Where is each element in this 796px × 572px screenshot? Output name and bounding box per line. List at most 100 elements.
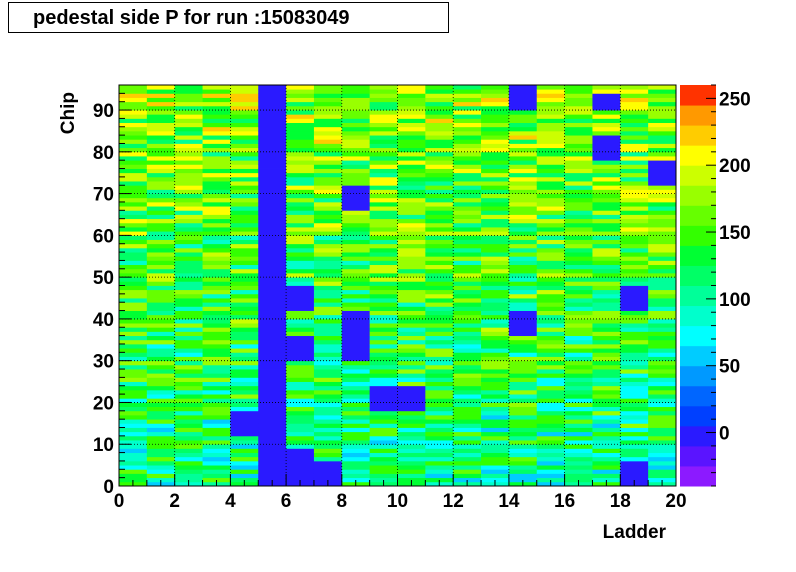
heatmap-cell bbox=[313, 406, 343, 412]
heatmap-cell bbox=[286, 323, 315, 328]
colorbar-band bbox=[680, 205, 716, 226]
heatmap-cell bbox=[174, 410, 203, 416]
heatmap-cell bbox=[286, 373, 315, 378]
heatmap-cell bbox=[648, 460, 677, 466]
heatmap-cell bbox=[369, 243, 398, 249]
heatmap-cell bbox=[174, 444, 203, 449]
heatmap-cell bbox=[453, 105, 482, 111]
heatmap-cell bbox=[453, 139, 482, 144]
heatmap-cell bbox=[341, 465, 371, 470]
heatmap-cell bbox=[620, 130, 649, 136]
heatmap-cell bbox=[258, 465, 287, 470]
heatmap-cell bbox=[230, 281, 259, 286]
heatmap-cell bbox=[119, 105, 148, 111]
heatmap-cell bbox=[592, 252, 621, 257]
heatmap-cell bbox=[508, 130, 538, 136]
heatmap-cell bbox=[564, 235, 593, 240]
colorbar-band bbox=[680, 105, 716, 126]
heatmap-cell bbox=[286, 293, 315, 299]
heatmap-cell bbox=[202, 310, 231, 316]
heatmap-cell bbox=[258, 181, 287, 186]
heatmap-cell bbox=[258, 327, 287, 332]
heatmap-cell bbox=[536, 151, 565, 157]
heatmap-cell bbox=[230, 160, 259, 165]
heatmap-cell bbox=[286, 110, 315, 115]
heatmap-cell bbox=[286, 210, 315, 215]
heatmap-cell bbox=[564, 473, 593, 479]
heatmap-cell bbox=[620, 448, 649, 453]
heatmap-cell bbox=[174, 193, 203, 199]
heatmap-cell bbox=[397, 85, 426, 90]
heatmap-cell bbox=[313, 185, 343, 190]
heatmap-cell bbox=[230, 452, 259, 458]
heatmap-cell bbox=[230, 302, 259, 307]
heatmap-cell bbox=[286, 227, 315, 232]
heatmap-cell bbox=[146, 176, 176, 182]
heatmap-cell bbox=[174, 147, 203, 153]
heatmap-cell bbox=[258, 389, 287, 395]
heatmap-cell bbox=[536, 381, 565, 387]
heatmap-cell bbox=[508, 143, 538, 149]
heatmap-cell bbox=[648, 444, 677, 449]
heatmap-cell bbox=[258, 135, 287, 140]
heatmap-cell bbox=[481, 201, 510, 207]
heatmap-cell bbox=[481, 419, 510, 424]
heatmap-cell bbox=[202, 268, 231, 274]
heatmap-cell bbox=[536, 323, 565, 328]
heatmap-cell bbox=[174, 339, 203, 345]
heatmap-cell bbox=[564, 323, 593, 328]
heatmap-cell bbox=[258, 156, 287, 161]
colorbar-band bbox=[680, 465, 716, 487]
heatmap-cell bbox=[119, 139, 148, 144]
heatmap-cell bbox=[592, 243, 621, 249]
heatmap-cell bbox=[146, 197, 176, 203]
heatmap-cell bbox=[369, 130, 398, 136]
heatmap-cell bbox=[592, 272, 621, 278]
heatmap-cell bbox=[119, 327, 148, 332]
heatmap-cell bbox=[146, 126, 176, 132]
heatmap-cell bbox=[425, 302, 454, 307]
heatmap-cell bbox=[397, 160, 426, 165]
heatmap-cell bbox=[648, 97, 677, 103]
heatmap-cell bbox=[592, 339, 621, 345]
heatmap-cell bbox=[341, 285, 371, 291]
heatmap-cell bbox=[620, 406, 649, 412]
heatmap-cell bbox=[536, 143, 565, 149]
heatmap-cell bbox=[258, 339, 287, 345]
heatmap-cell bbox=[508, 469, 538, 474]
colorbar-band bbox=[680, 145, 716, 166]
heatmap-cell bbox=[648, 197, 677, 203]
heatmap-cell bbox=[119, 247, 148, 253]
heatmap-cell bbox=[202, 126, 231, 132]
heatmap-cell bbox=[341, 419, 371, 424]
heatmap-cell bbox=[536, 243, 565, 249]
heatmap-cell bbox=[620, 281, 649, 286]
heatmap-cell bbox=[620, 206, 649, 211]
heatmap-cell bbox=[564, 427, 593, 433]
heatmap-cell bbox=[481, 448, 510, 453]
heatmap-cell bbox=[648, 414, 677, 420]
heatmap-cell bbox=[286, 318, 315, 324]
heatmap-cell bbox=[341, 398, 371, 403]
heatmap-cell bbox=[425, 465, 454, 470]
heatmap-cell bbox=[146, 377, 176, 382]
heatmap-cell bbox=[146, 431, 176, 437]
heatmap-cell bbox=[313, 298, 343, 303]
heatmap-cell bbox=[202, 172, 231, 178]
heatmap-cell bbox=[536, 452, 565, 458]
heatmap-cell bbox=[146, 110, 176, 115]
heatmap-cell bbox=[341, 306, 371, 311]
heatmap-cell bbox=[174, 168, 203, 174]
colorbar-tick-label: 150 bbox=[719, 223, 751, 244]
heatmap-cell bbox=[508, 419, 538, 424]
heatmap-cell bbox=[146, 419, 176, 424]
heatmap-cell bbox=[508, 406, 538, 412]
heatmap-cell bbox=[481, 289, 510, 295]
heatmap-cell bbox=[258, 201, 287, 207]
heatmap-cell bbox=[648, 448, 677, 453]
heatmap-cell bbox=[369, 206, 398, 211]
heatmap-cell bbox=[397, 318, 426, 324]
x-tick-label: 8 bbox=[337, 491, 348, 512]
heatmap-cell bbox=[230, 285, 259, 291]
heatmap-cell bbox=[258, 114, 287, 119]
